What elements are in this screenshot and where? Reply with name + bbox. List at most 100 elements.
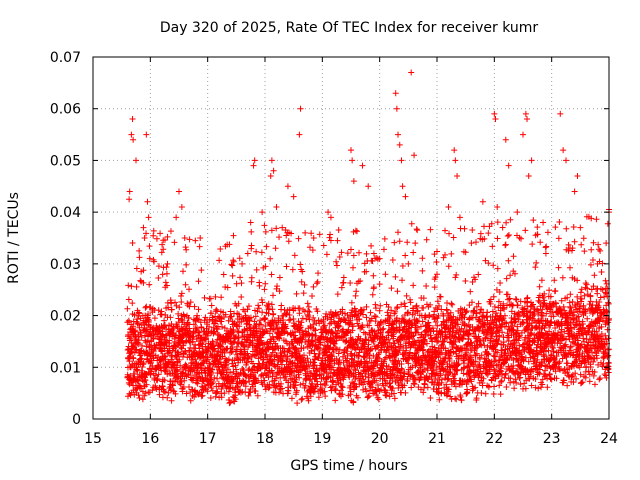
- data-point: [541, 299, 548, 306]
- data-point: [407, 299, 414, 306]
- data-point: [504, 291, 511, 298]
- data-point: [439, 338, 446, 345]
- data-point: [186, 286, 193, 293]
- data-point: [588, 246, 595, 253]
- data-point: [144, 315, 151, 322]
- data-point: [247, 314, 254, 321]
- data-point: [370, 272, 377, 279]
- data-point: [447, 393, 454, 400]
- data-point: [183, 261, 190, 268]
- data-point: [186, 325, 193, 332]
- data-point: [494, 349, 501, 356]
- data-point: [244, 306, 251, 313]
- data-point: [491, 383, 498, 390]
- data-point: [506, 345, 513, 352]
- data-point: [269, 373, 276, 380]
- data-point: [248, 228, 255, 235]
- data-point: [492, 348, 499, 355]
- data-point: [538, 277, 545, 284]
- data-point: [534, 224, 541, 231]
- data-point: [538, 312, 545, 319]
- data-point: [234, 328, 241, 335]
- data-point: [492, 321, 499, 328]
- data-point: [335, 226, 342, 233]
- data-point: [355, 278, 362, 285]
- data-point: [316, 372, 323, 379]
- data-point: [221, 324, 228, 331]
- data-point: [419, 347, 426, 354]
- data-point: [136, 254, 143, 261]
- data-point: [273, 285, 280, 292]
- data-point: [409, 333, 416, 340]
- data-point: [370, 284, 377, 291]
- data-point: [150, 232, 157, 239]
- data-point: [398, 301, 405, 308]
- data-point: [331, 340, 338, 347]
- data-point: [285, 379, 292, 386]
- data-point: [313, 332, 320, 339]
- data-point: [431, 251, 438, 258]
- data-point: [392, 308, 399, 315]
- data-point: [432, 347, 439, 354]
- data-point: [389, 257, 396, 264]
- data-point: [367, 309, 374, 316]
- data-point: [382, 340, 389, 347]
- data-point: [499, 329, 506, 336]
- data-point: [192, 387, 199, 394]
- data-point: [293, 387, 300, 394]
- data-point: [151, 258, 158, 265]
- data-point: [238, 318, 245, 325]
- data-point: [185, 315, 192, 322]
- data-point: [207, 295, 214, 302]
- data-point: [176, 304, 183, 311]
- data-point: [171, 299, 178, 306]
- data-point: [429, 325, 436, 332]
- data-point: [402, 303, 409, 310]
- data-point: [138, 355, 145, 362]
- data-point: [199, 341, 206, 348]
- data-point: [356, 337, 363, 344]
- data-point: [170, 361, 177, 368]
- data-point: [472, 358, 479, 365]
- data-point: [543, 310, 550, 317]
- data-point: [133, 346, 140, 353]
- data-point: [541, 325, 548, 332]
- data-point: [433, 258, 440, 265]
- data-point: [580, 235, 587, 242]
- data-point: [308, 337, 315, 344]
- data-point: [276, 274, 283, 281]
- data-point: [180, 350, 187, 357]
- data-point: [180, 342, 187, 349]
- data-point: [140, 279, 147, 286]
- data-point: [297, 381, 304, 388]
- data-point: [442, 227, 449, 234]
- data-point: [534, 350, 541, 357]
- data-point: [516, 313, 523, 320]
- data-point: [317, 381, 324, 388]
- data-point: [413, 303, 420, 310]
- data-point: [407, 296, 414, 303]
- data-point: [177, 362, 184, 369]
- data-point: [414, 307, 421, 314]
- data-point: [350, 252, 357, 259]
- data-point: [124, 393, 131, 400]
- data-point: [125, 296, 132, 303]
- data-point: [376, 307, 383, 314]
- data-point: [164, 394, 171, 401]
- data-point: [511, 385, 518, 392]
- data-point: [281, 329, 288, 336]
- data-point: [362, 385, 369, 392]
- data-point: [260, 356, 267, 363]
- data-point: [314, 308, 321, 315]
- data-point: [154, 375, 161, 382]
- data-point: [528, 302, 535, 309]
- data-point: [513, 379, 520, 386]
- data-point: [265, 300, 272, 307]
- data-point: [494, 340, 501, 347]
- data-point: [407, 349, 414, 356]
- data-point: [171, 360, 178, 367]
- data-point: [333, 258, 340, 265]
- data-point: [284, 330, 291, 337]
- data-point: [300, 345, 307, 352]
- data-point: [570, 224, 577, 231]
